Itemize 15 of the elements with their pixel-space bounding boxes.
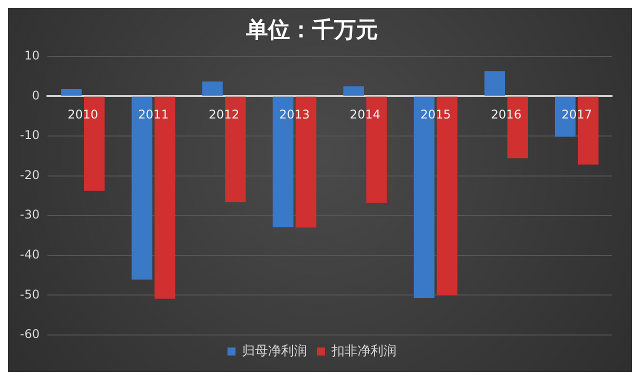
- y-tick-label: -20: [20, 168, 40, 182]
- legend-label: 扣非净利润: [330, 344, 396, 359]
- x-tick-label: 2015: [420, 107, 451, 122]
- y-tick-label: -30: [20, 208, 40, 222]
- x-tick-label: 2013: [279, 107, 310, 122]
- y-tick-label: -50: [20, 287, 40, 302]
- legend-label: 归母净利润: [242, 344, 307, 359]
- x-tick-label: 2011: [138, 107, 169, 122]
- y-tick-label: -60: [20, 327, 40, 342]
- x-tick-label: 2017: [561, 107, 592, 122]
- chart-title: 单位：千万元: [245, 18, 378, 43]
- y-tick-label: 0: [32, 88, 40, 102]
- y-tick-label: 10: [24, 48, 40, 63]
- y-tick-label: -40: [20, 248, 40, 262]
- y-tick-label: -10: [20, 128, 40, 142]
